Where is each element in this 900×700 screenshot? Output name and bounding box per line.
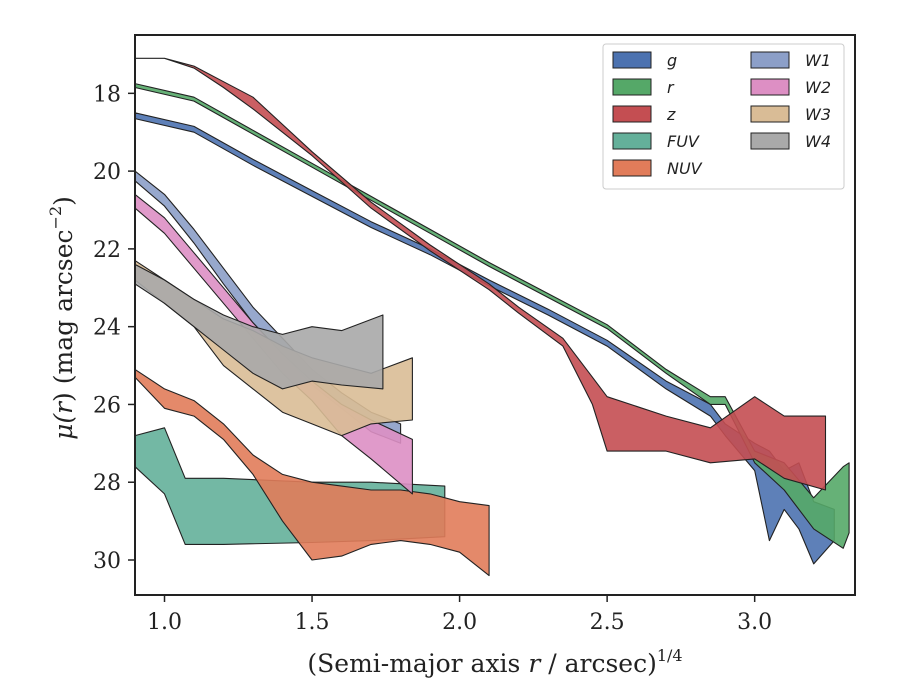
- y-tick-label: 20: [93, 160, 121, 185]
- x-tick-label: 1.5: [295, 610, 330, 635]
- y-tick-label: 26: [93, 393, 121, 418]
- legend-swatch-g: [612, 51, 652, 69]
- legend-swatch-nuv: [612, 159, 652, 177]
- series-area-r: [134, 83, 850, 549]
- series-area-w4: [134, 263, 384, 390]
- series-area-nuv: [134, 368, 490, 577]
- x-axis: 1.0 1.5 2.0 2.5 3.0: [147, 595, 772, 635]
- legend-swatch-r: [612, 78, 652, 96]
- legend-label-w3: W3: [805, 105, 831, 124]
- series-area-z: [134, 57, 827, 491]
- y-tick-label: 30: [93, 549, 121, 574]
- legend-label-r: r: [667, 78, 675, 97]
- x-tick-label: 2.5: [590, 610, 625, 635]
- y-tick-label: 22: [93, 238, 121, 263]
- x-tick-label: 1.0: [147, 610, 182, 635]
- legend-swatch-w1: [750, 51, 790, 69]
- legend-label-w4: W4: [805, 132, 831, 151]
- legend-swatch-w2: [750, 78, 790, 96]
- legend-swatch-w3: [750, 105, 790, 123]
- legend-label-w2: W2: [805, 78, 831, 97]
- x-tick-label: 3.0: [737, 610, 772, 635]
- x-tick-label: 2.0: [442, 610, 477, 635]
- legend-swatch-fuv: [612, 132, 652, 150]
- legend-label-fuv: FUV: [667, 132, 700, 151]
- legend-label-w1: W1: [805, 51, 831, 70]
- legend: grz FUV NUV W1 W2 W3 W4: [602, 43, 845, 190]
- plot-frame: [134, 34, 856, 596]
- y-tick-label: 28: [93, 471, 121, 496]
- series-areas: [134, 57, 850, 577]
- legend-label-nuv: NUV: [667, 159, 703, 178]
- y-tick-label: 24: [93, 316, 121, 341]
- x-axis-label: (Semi-major axis r / arcsec)1/4: [307, 646, 682, 678]
- y-axis-label: μ(r) (mag arcsec−2): [46, 196, 78, 440]
- legend-label-z: z: [666, 105, 676, 124]
- legend-swatch-z: [612, 105, 652, 123]
- y-tick-label: 18: [93, 82, 121, 107]
- legend-swatch-w4: [750, 132, 790, 150]
- y-axis: 18 20 22 24 26 28 30: [93, 82, 135, 574]
- legend-label-g: g: [667, 51, 677, 70]
